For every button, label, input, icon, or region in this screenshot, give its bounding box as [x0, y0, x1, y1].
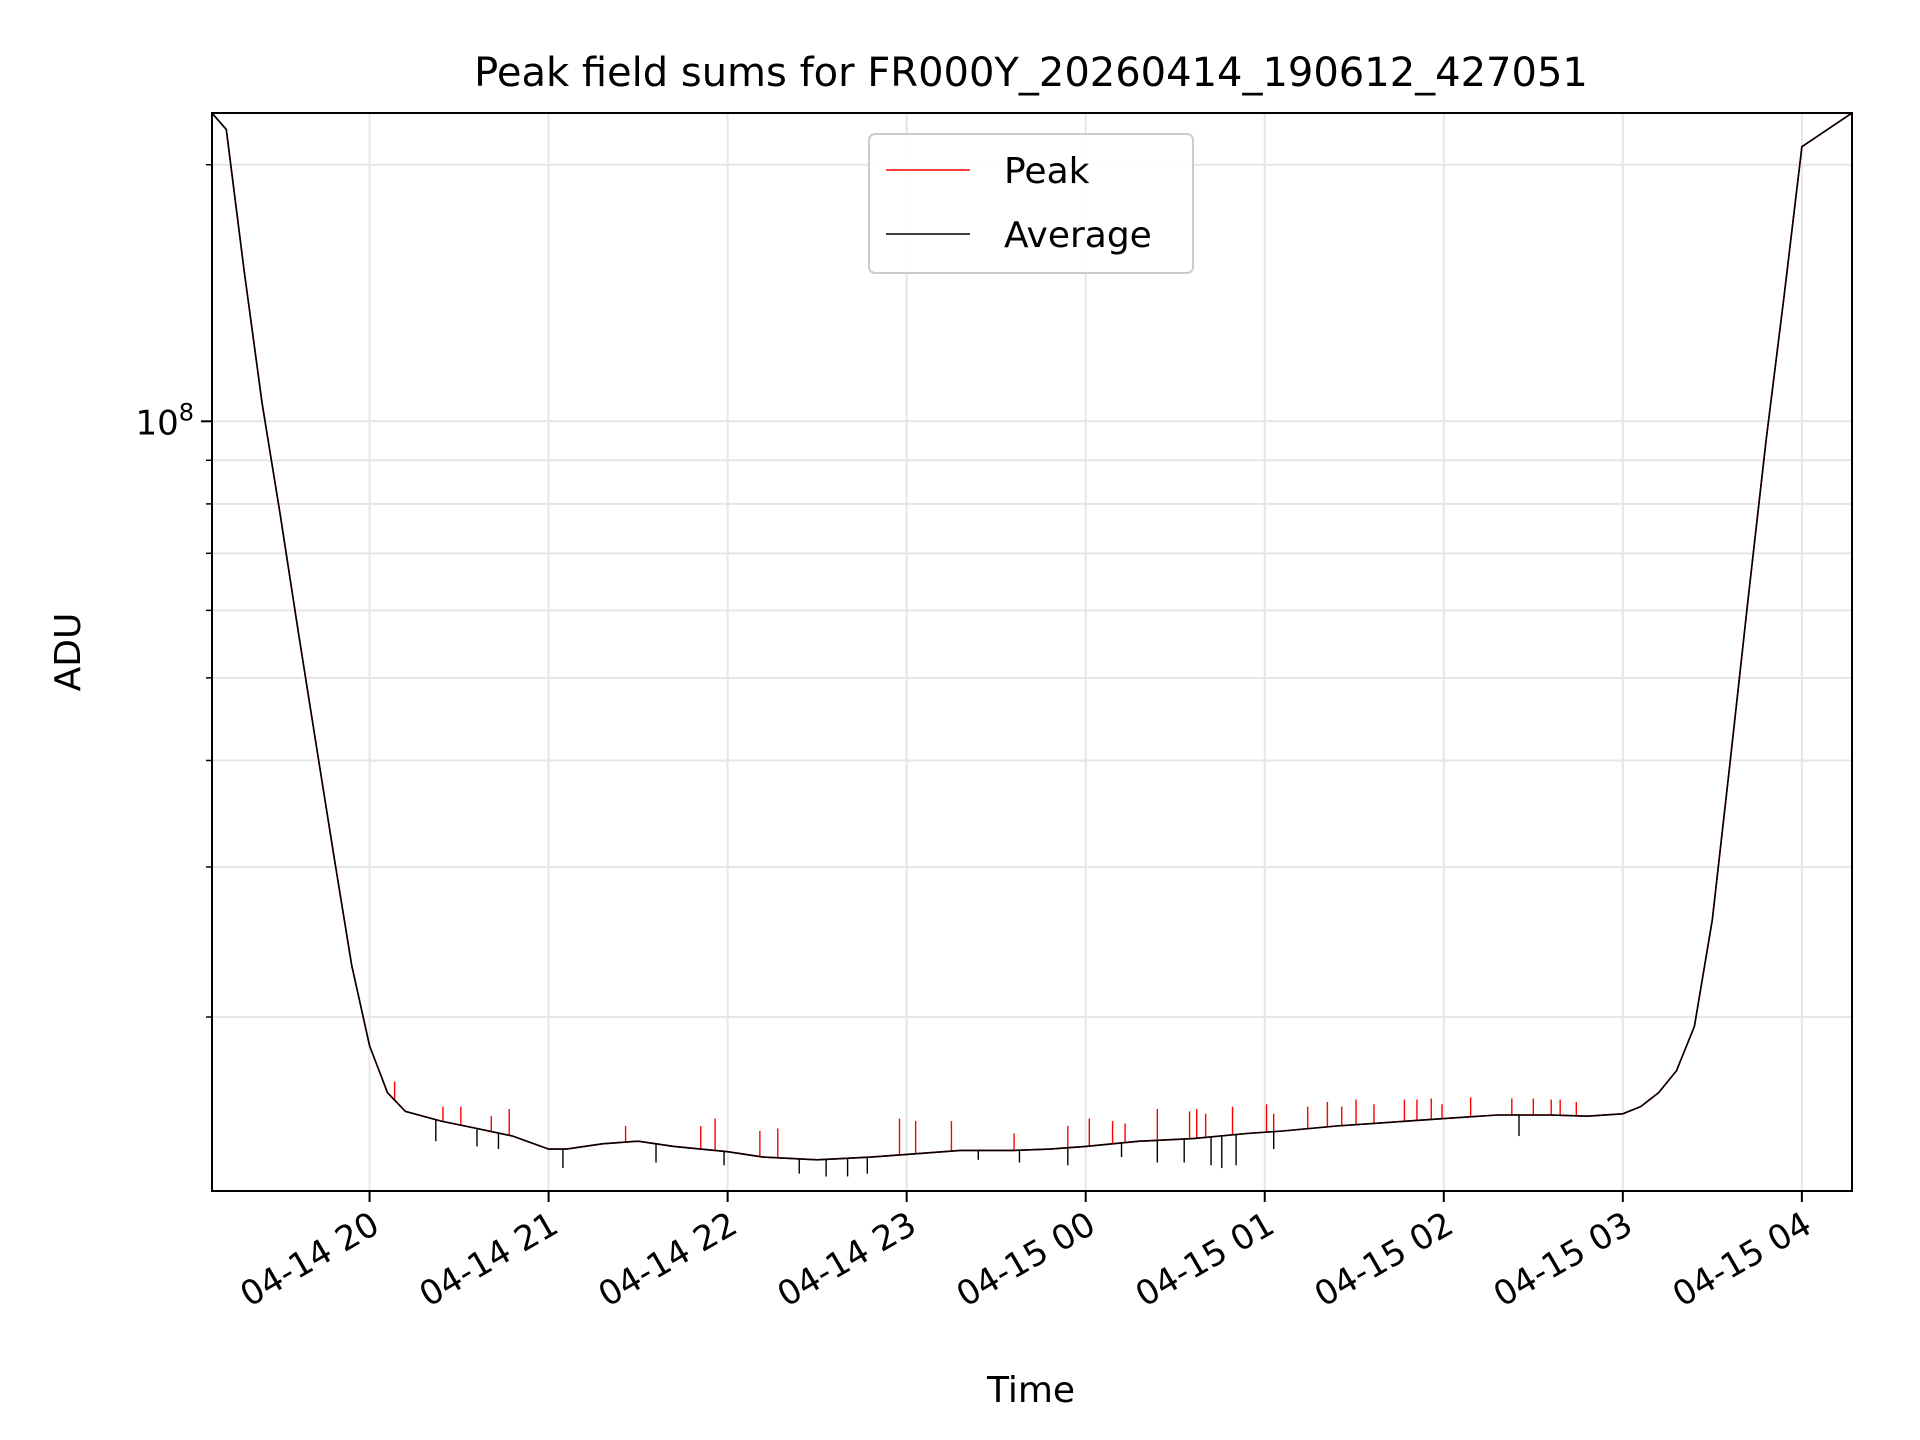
y-axis-label: ADU [48, 613, 89, 692]
series-group [212, 113, 1852, 1177]
legend-label-peak: Peak [1004, 151, 1090, 192]
y-tick-label: 108 [135, 398, 194, 443]
x-axis-label: Time [986, 1370, 1075, 1411]
y-axis-ticks: 108 [135, 163, 212, 1018]
series-line-average [212, 113, 1852, 1161]
legend: Peak Average [868, 133, 1194, 274]
chart-title: Peak field sums for FR000Y_20260414_1906… [474, 50, 1588, 96]
legend-label-average: Average [1004, 215, 1152, 256]
legend-box [868, 133, 1194, 274]
series-layer [212, 113, 1852, 1177]
plot-frame [211, 112, 1853, 1192]
